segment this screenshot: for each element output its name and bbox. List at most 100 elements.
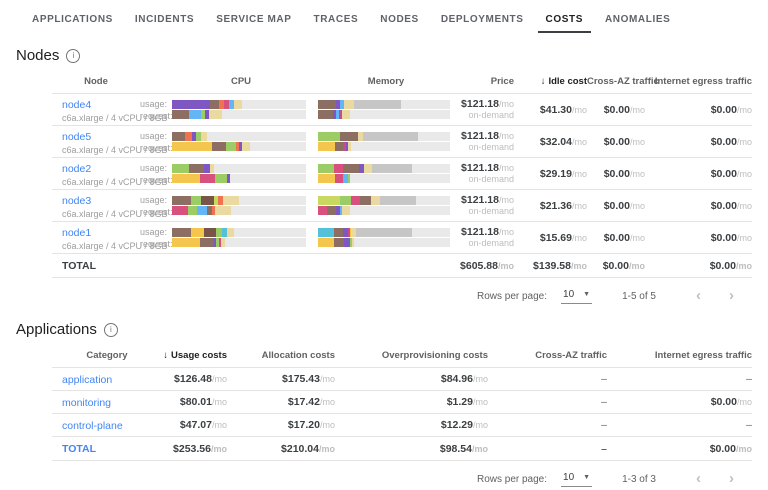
node-spec: c6a.xlarge / 4 vCPU / 8GB [62,177,168,187]
category-link[interactable]: application [62,374,113,386]
cross-az-cell: – [488,373,607,385]
column-header[interactable]: Cross-AZ traffic [587,76,659,87]
egress-cell: $0.00/mo [607,396,752,408]
node-link[interactable]: node1 [62,227,92,239]
nodes-table-header: Node CPU Memory Price ↓ Idle cost Cross-AZ tra… [52,70,752,94]
sort-desc-icon: ↓ [163,350,169,361]
cross-az-cell: $0.00/mo [587,136,645,148]
price-value: $121.18/mo [461,194,514,206]
cpu-request-bar [172,238,306,248]
prev-page-button[interactable]: ‹ [696,287,701,304]
memory-usage-bar [318,99,450,109]
tab-deployments[interactable]: DEPLOYMENTS [440,14,524,25]
total-egress-value: $0.00/mo [709,442,752,455]
total-cross-az-value: – [601,442,607,455]
column-header[interactable]: CPU [230,76,252,87]
unit-label: /mo [629,104,645,115]
unit-label: /mo [629,200,645,211]
usage-request-labels: usage: request: [140,226,173,250]
column-header[interactable]: Category [86,350,128,361]
usage-costs-cell: $126.48/mo [162,373,227,385]
rows-per-page-label: Rows per page: [476,290,548,302]
unit-label: /mo [736,136,752,147]
memory-request-bar [318,174,450,184]
rows-per-page-select[interactable]: 10 ▼ [561,472,593,487]
unit-label: /mo [629,232,645,243]
unit-label: /mo [471,443,488,454]
price-value: $121.18/mo [461,226,514,238]
node-link[interactable]: node3 [62,195,92,207]
usage-costs-value: $80.01/mo [179,396,227,408]
overprovisioning-costs-value: $84.96/mo [440,373,488,385]
node-row: node4 c6a.xlarge / 4 vCPU / 8GB usage: requ… [52,94,752,126]
usage-label: usage: [140,226,168,237]
next-page-button[interactable]: › [729,287,734,304]
egress-value: – [746,373,752,385]
unit-label: /mo [498,227,514,237]
column-header[interactable]: Memory [367,76,405,87]
memory-bars-cell [314,162,458,185]
column-header[interactable]: Overprovisioning costs [381,350,488,361]
node-cell: node1 c6a.xlarge / 4 vCPU / 8GB [52,223,168,252]
cross-az-value: $0.00/mo [603,167,645,180]
tab-service-map[interactable]: SERVICE MAP [216,14,292,25]
category-link[interactable]: monitoring [62,397,112,409]
applications-section-title: Applications [16,321,97,338]
unit-label: /mo [736,200,752,211]
tab-nodes[interactable]: NODES [380,14,419,25]
tab-incidents[interactable]: INCIDENTS [134,14,195,25]
cross-az-value: $0.00/mo [603,231,645,244]
column-header[interactable]: ↓ Usage costs [163,350,227,361]
applications-section-header: Applications i [16,321,768,338]
tab-traces[interactable]: TRACES [313,14,359,25]
memory-bars-cell [314,98,458,121]
column-header[interactable]: Internet egress traffic [654,76,752,87]
column-header[interactable]: Internet egress traffic [654,350,752,361]
memory-request-bar [318,238,450,248]
column-header[interactable]: Allocation costs [261,350,335,361]
usage-label: usage: [140,130,168,141]
column-header[interactable]: Node [84,76,108,87]
prev-page-button[interactable]: ‹ [696,470,701,487]
overprovisioning-costs-cell: $12.29/mo [335,419,488,431]
cpu-request-bar [172,174,306,184]
nodes-info-icon[interactable]: i [66,48,81,63]
node-row: node2 c6a.xlarge / 4 vCPU / 8GB usage: requ… [52,158,752,190]
cpu-request-bar [172,206,306,216]
category-cell: application [52,370,162,388]
node-row: node5 c6a.xlarge / 4 vCPU / 8GB usage: requ… [52,126,752,158]
column-header[interactable]: Cross-AZ traffic [535,350,607,361]
billing-type: on-demand [468,110,514,120]
node-link[interactable]: node5 [62,131,92,143]
total-overprovisioning-cell: $98.54/mo [335,443,488,455]
applications-info-icon[interactable]: i [103,322,118,337]
column-header[interactable]: ↓ Idle cost [540,76,587,87]
cpu-usage-bar [172,163,306,173]
unit-label: /mo [736,232,752,243]
tab-costs[interactable]: COSTS [537,8,592,33]
cross-az-value: $0.00/mo [603,103,645,116]
nodes-total-row: TOTAL $605.88/mo $139.58/mo $0.00/mo $0.00/m… [52,254,752,278]
node-cell: node5 c6a.xlarge / 4 vCPU / 8GB [52,127,168,156]
next-page-button[interactable]: › [729,470,734,487]
total-label: TOTAL [62,259,97,272]
usage-costs-value: $47.07/mo [179,419,227,431]
node-link[interactable]: node4 [62,99,92,111]
memory-usage-bar [318,131,450,141]
node-link[interactable]: node2 [62,163,92,175]
column-header[interactable]: Price [490,76,514,87]
unit-label: /mo [735,260,752,271]
applications-total-row: TOTAL $253.56/mo $210.04/mo $98.54/mo – $0.00… [52,437,752,461]
category-link[interactable]: control-plane [62,420,123,432]
total-overprovisioning-value: $98.54/mo [439,442,488,455]
price-cell: $121.18/mo on-demand [458,130,514,153]
rows-per-page-select[interactable]: 10 ▼ [561,289,593,304]
nodes-section-header: Nodes i [16,47,768,64]
egress-cell: $0.00/mo [645,104,752,116]
unit-label: /mo [736,397,752,407]
tab-anomalies[interactable]: ANOMALIES [604,14,671,25]
egress-value: $0.00/mo [710,103,752,116]
tab-applications[interactable]: APPLICATIONS [32,14,113,25]
allocation-costs-cell: $17.42/mo [227,396,335,408]
category-cell: monitoring [52,393,162,411]
